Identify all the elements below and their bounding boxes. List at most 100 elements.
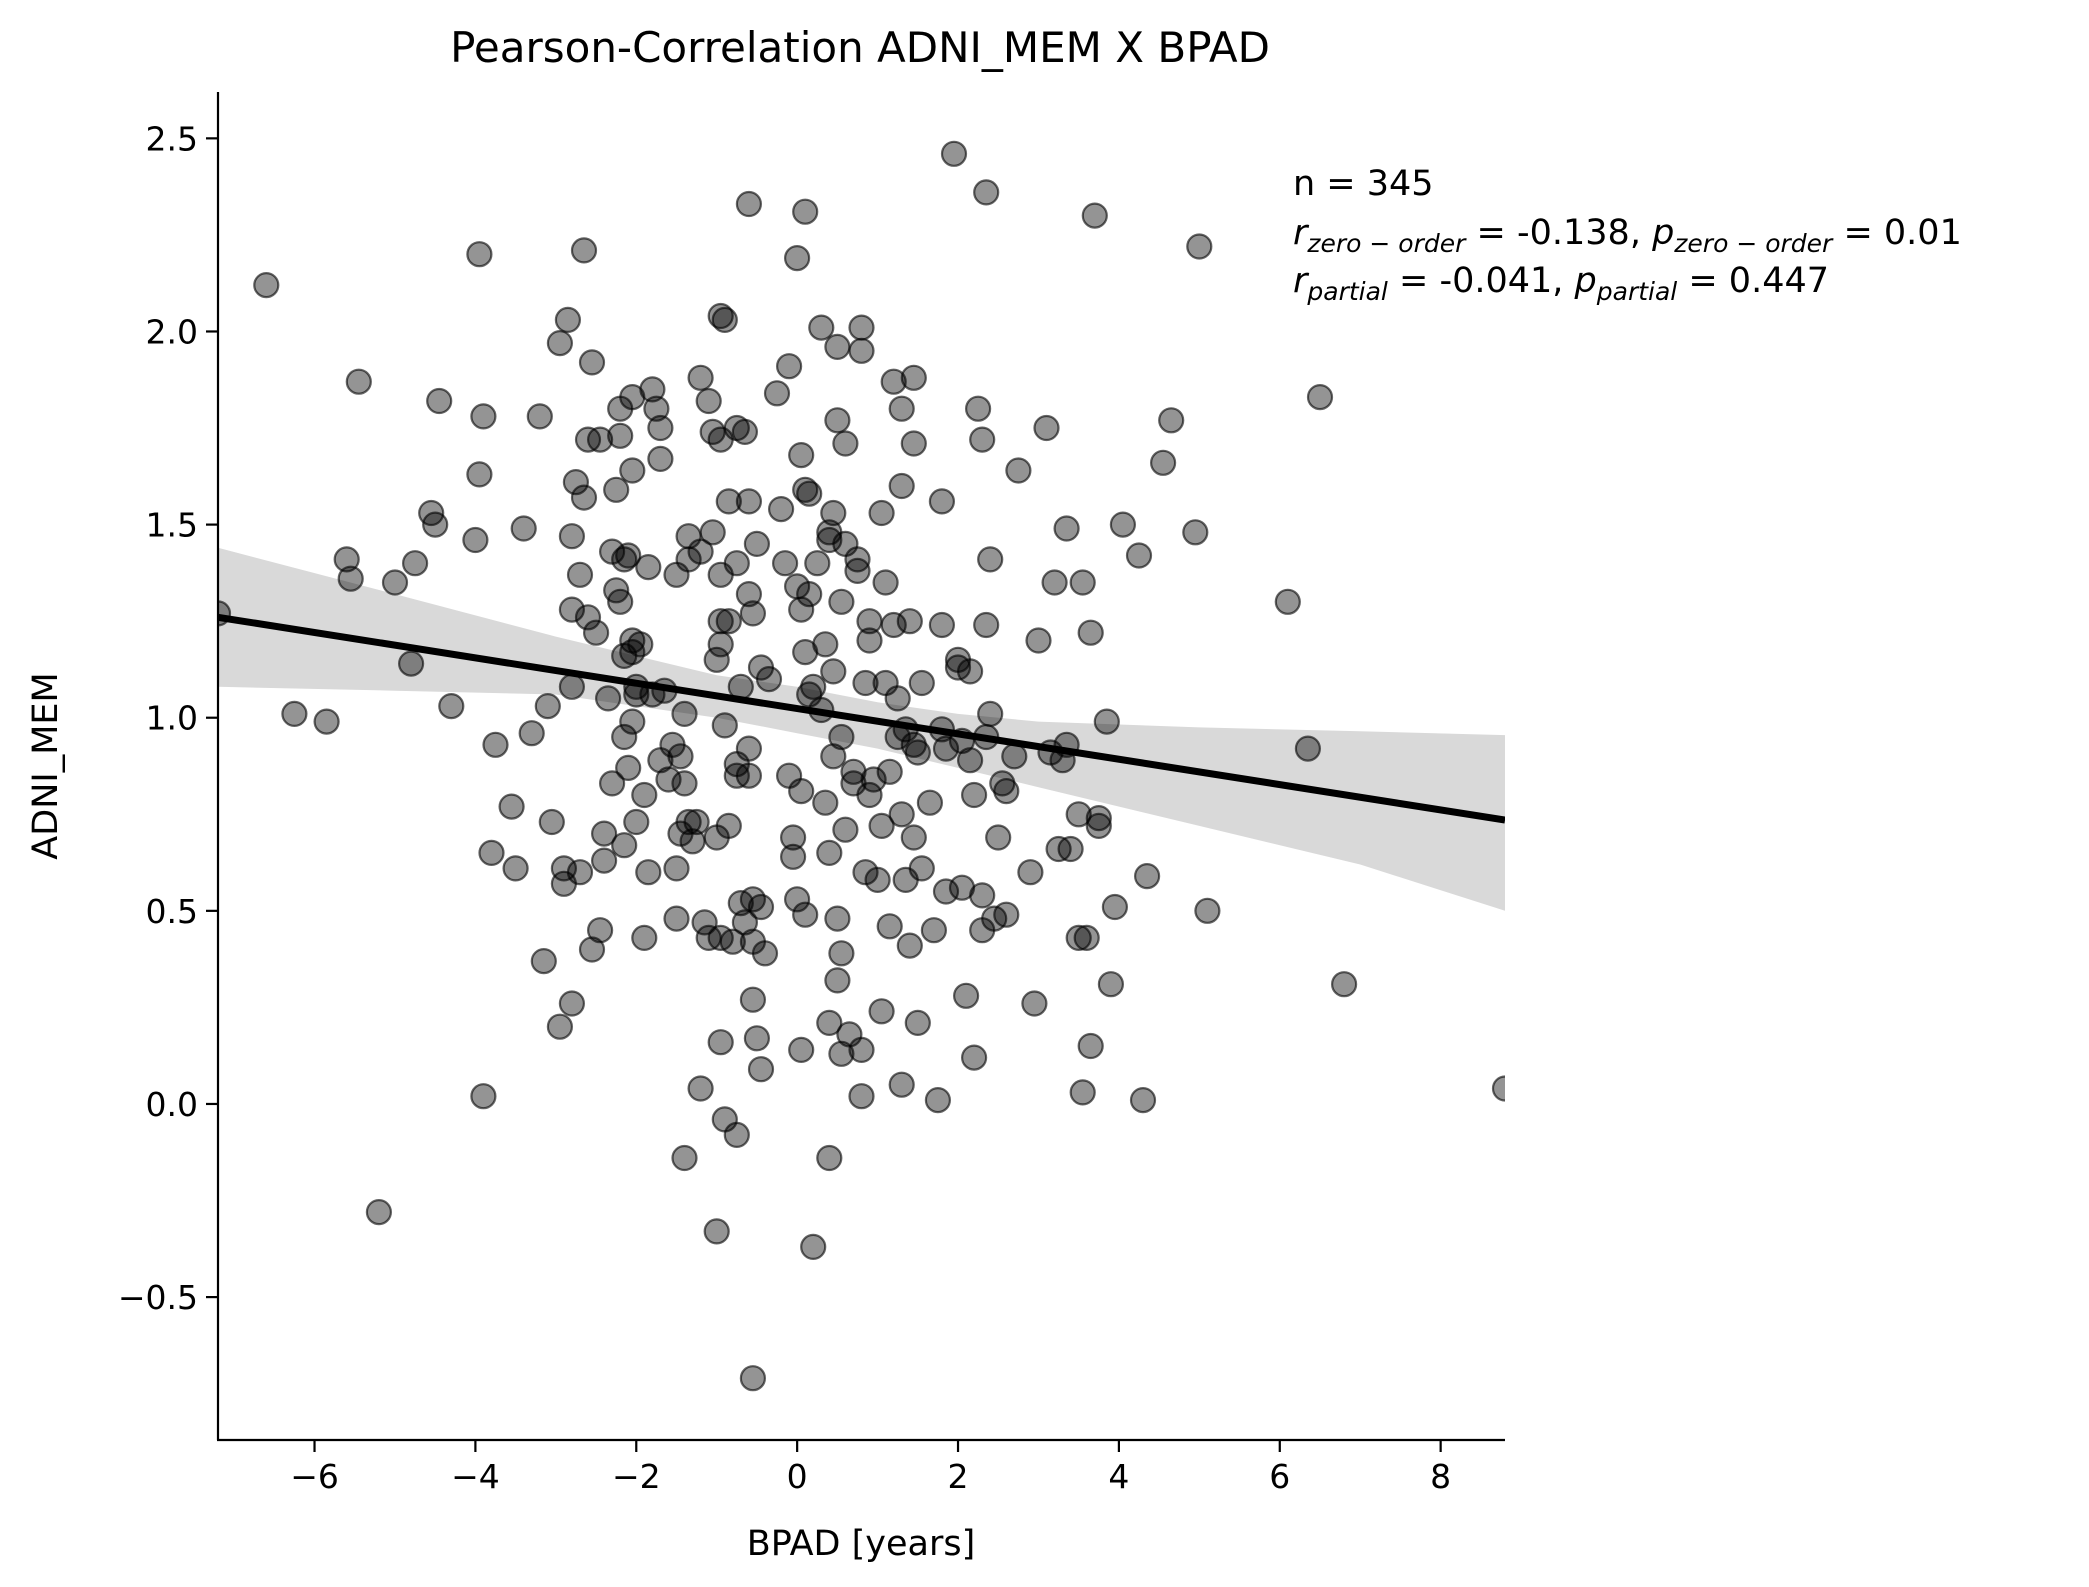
data-point xyxy=(253,272,280,299)
data-point xyxy=(1330,971,1358,998)
data-point xyxy=(792,198,819,225)
data-point xyxy=(631,781,658,809)
data-point xyxy=(1194,897,1221,924)
r-zero-value: = -0.138, xyxy=(1465,213,1652,253)
data-point xyxy=(1025,627,1052,654)
data-point xyxy=(719,928,746,955)
x-tick-label: 6 xyxy=(1269,1457,1290,1496)
data-point xyxy=(570,484,598,511)
data-point xyxy=(546,1013,574,1040)
data-point xyxy=(631,924,658,952)
data-point xyxy=(526,403,553,430)
data-point xyxy=(554,306,582,333)
y-axis-ticks: −0.5 0.0 0.5 1.0 1.5 2.0 2.5 xyxy=(118,119,218,1317)
data-point xyxy=(715,812,742,840)
data-point xyxy=(973,179,1000,206)
p-zero-value: = 0.01 xyxy=(1832,213,1962,253)
data-point xyxy=(635,553,662,581)
data-point xyxy=(663,855,690,882)
data-point xyxy=(952,982,980,1009)
data-point xyxy=(824,967,851,994)
data-point xyxy=(281,700,308,728)
data-point xyxy=(466,241,493,268)
data-point xyxy=(1017,859,1044,886)
data-point xyxy=(398,650,425,677)
data-point xyxy=(703,1218,730,1245)
data-point xyxy=(707,631,734,658)
data-point xyxy=(956,747,984,774)
data-point xyxy=(993,777,1020,805)
data-point xyxy=(747,1056,775,1083)
r-partial-value: = -0.041, xyxy=(1388,261,1575,301)
data-point xyxy=(973,611,1000,639)
data-point xyxy=(687,1075,714,1102)
data-point xyxy=(796,480,823,507)
data-point xyxy=(470,1083,497,1110)
data-point xyxy=(667,743,694,770)
data-point xyxy=(1306,384,1334,411)
annotation-partial: rpartial = -0.041, ppartial = 0.447 xyxy=(1293,261,1829,306)
data-point xyxy=(607,588,634,615)
r-zero-subscript: zero − order xyxy=(1306,229,1467,258)
x-tick-label: 2 xyxy=(948,1457,969,1496)
data-point xyxy=(808,314,835,341)
data-point xyxy=(482,731,509,758)
data-point xyxy=(518,720,545,747)
data-point xyxy=(848,1083,875,1110)
data-point xyxy=(820,499,847,527)
y-tick-label: 0.0 xyxy=(146,1085,198,1124)
data-point xyxy=(864,866,891,894)
data-point xyxy=(816,1009,843,1037)
data-point xyxy=(888,472,915,500)
data-point xyxy=(426,387,453,415)
data-point xyxy=(574,604,602,631)
annotation-n: n = 345 xyxy=(1293,164,1434,204)
data-point xyxy=(908,855,935,882)
y-axis-label: ADNI_MEM xyxy=(26,672,66,859)
data-point xyxy=(1093,708,1120,735)
data-point xyxy=(1186,233,1213,260)
data-point xyxy=(558,990,586,1017)
data-point xyxy=(1057,835,1084,863)
data-point xyxy=(639,376,666,403)
data-point xyxy=(739,600,767,627)
data-point xyxy=(788,777,815,805)
chart-title: Pearson-Correlation ADNI_MEM X BPAD xyxy=(450,23,1270,72)
data-point xyxy=(763,380,791,407)
data-point xyxy=(1081,202,1108,229)
data-point xyxy=(365,1198,392,1226)
data-point xyxy=(687,538,714,565)
data-point xyxy=(775,353,803,380)
data-point xyxy=(824,407,851,434)
data-point xyxy=(530,947,557,975)
data-point xyxy=(627,631,654,658)
data-point xyxy=(812,789,839,816)
data-point xyxy=(586,426,614,453)
data-point xyxy=(691,909,718,936)
data-point xyxy=(603,476,630,503)
data-point xyxy=(735,735,763,762)
data-point xyxy=(872,569,899,596)
data-point xyxy=(647,414,674,442)
data-point xyxy=(699,519,726,546)
data-point xyxy=(824,905,851,932)
data-point xyxy=(876,758,903,785)
data-point xyxy=(510,515,537,542)
data-point xyxy=(896,608,923,635)
data-point xyxy=(1274,588,1301,615)
p-partial-value: = 0.447 xyxy=(1677,261,1829,301)
data-point xyxy=(1491,1075,1505,1102)
data-point xyxy=(1073,924,1100,952)
data-point xyxy=(820,658,847,685)
plot-area xyxy=(218,140,1505,1392)
data-point xyxy=(828,940,855,967)
data-point xyxy=(964,395,992,422)
data-point xyxy=(502,855,529,882)
data-point xyxy=(715,488,742,515)
data-point xyxy=(590,820,618,847)
data-point xyxy=(635,859,662,886)
data-point xyxy=(904,739,931,766)
data-point xyxy=(731,909,759,936)
data-point xyxy=(747,893,775,921)
data-point xyxy=(723,550,750,577)
